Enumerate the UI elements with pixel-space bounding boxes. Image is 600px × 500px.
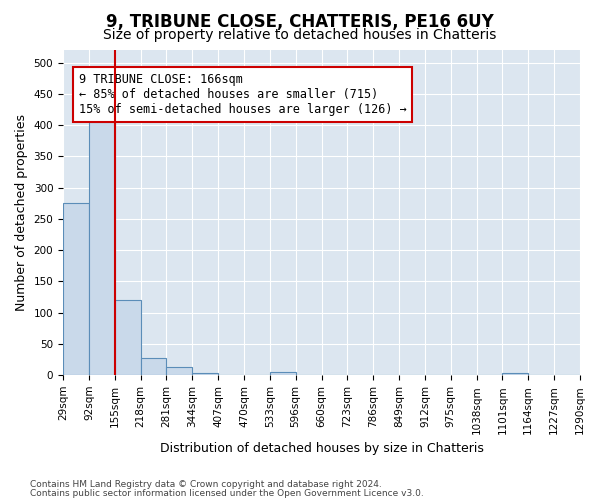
Bar [63,203,89,375]
Text: Contains HM Land Registry data © Crown copyright and database right 2024.: Contains HM Land Registry data © Crown c… [30,480,382,489]
Text: Contains public sector information licensed under the Open Government Licence v3: Contains public sector information licen… [30,489,424,498]
Bar [166,367,192,375]
Text: 9, TRIBUNE CLOSE, CHATTERIS, PE16 6UY: 9, TRIBUNE CLOSE, CHATTERIS, PE16 6UY [106,12,494,30]
Bar [502,372,529,375]
Bar [115,300,140,375]
Bar [140,358,166,375]
Text: 9 TRIBUNE CLOSE: 166sqm
← 85% of detached houses are smaller (715)
15% of semi-d: 9 TRIBUNE CLOSE: 166sqm ← 85% of detache… [79,73,406,116]
Bar [89,122,115,375]
Bar [270,372,296,375]
X-axis label: Distribution of detached houses by size in Chatteris: Distribution of detached houses by size … [160,442,484,455]
Bar [192,372,218,375]
Y-axis label: Number of detached properties: Number of detached properties [15,114,28,311]
Text: Size of property relative to detached houses in Chatteris: Size of property relative to detached ho… [103,28,497,42]
